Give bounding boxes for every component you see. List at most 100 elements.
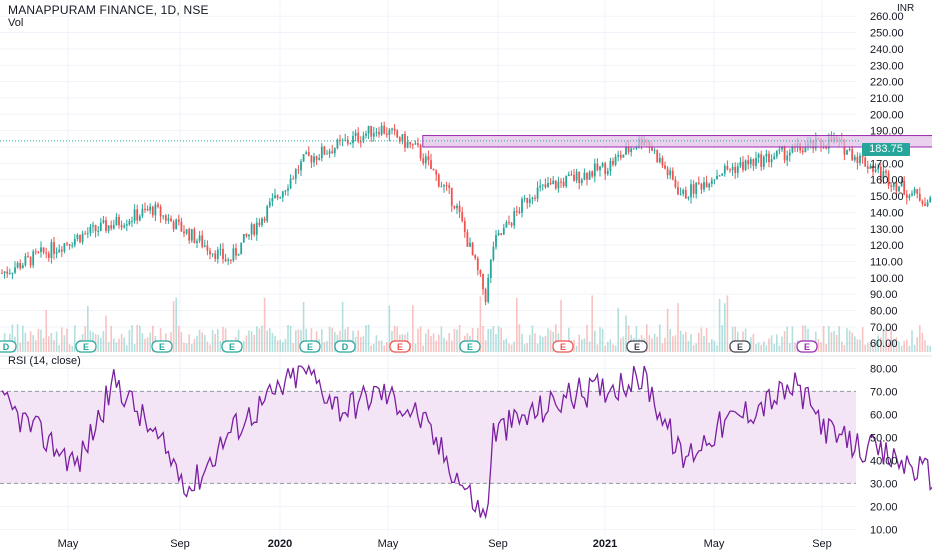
candle-body — [92, 225, 94, 227]
candle-body — [164, 215, 167, 221]
earnings-marker-label: E — [307, 342, 313, 352]
candle-body — [42, 247, 45, 253]
candle-body — [263, 218, 266, 221]
resistance-zone[interactable] — [422, 135, 932, 148]
candle-body — [323, 146, 326, 155]
volume-bar — [328, 326, 331, 352]
volume-bar — [625, 315, 627, 352]
volume-bar — [451, 340, 453, 352]
volume-bar — [659, 324, 661, 352]
volume-bar — [287, 325, 289, 352]
currency-label[interactable]: INR — [897, 3, 915, 14]
volume-bar — [830, 332, 833, 352]
price-axis[interactable]: 60.00 70.00 80.00 90.00 100.00 110.00 120.00 13… — [870, 11, 904, 350]
earnings-marker[interactable]: E — [75, 340, 97, 353]
candle-body — [705, 182, 708, 188]
candle-body — [352, 135, 354, 144]
volume-bar — [191, 344, 193, 352]
candle-body — [736, 166, 739, 173]
earnings-marker[interactable]: E — [221, 340, 243, 353]
candle-body — [853, 156, 856, 161]
candle-body — [661, 157, 664, 166]
candle-body — [874, 169, 877, 172]
candle-body — [115, 216, 118, 226]
volume-label[interactable]: Vol — [8, 17, 24, 29]
rsi-tick-label: 40.00 — [870, 455, 898, 467]
candle-body — [294, 169, 297, 179]
price-tick-label: 100.00 — [870, 273, 904, 285]
candle-body — [583, 172, 586, 180]
volume-bar — [859, 339, 861, 352]
volume-bar — [362, 336, 365, 352]
candle-body — [487, 277, 490, 302]
volume-bar — [513, 341, 515, 352]
volume-bar — [427, 329, 430, 352]
rsi-label[interactable]: RSI (14, close) — [8, 355, 81, 367]
volume-bar — [136, 324, 138, 352]
earnings-marker[interactable]: E — [151, 340, 173, 353]
volume-bar — [599, 327, 601, 352]
price-tick-label: 130.00 — [870, 224, 904, 236]
candle-body — [68, 244, 71, 246]
volume-bar — [432, 333, 435, 352]
volume-bar — [900, 345, 903, 352]
candle-body — [463, 220, 466, 233]
candle-body — [300, 161, 302, 171]
earnings-marker[interactable]: E — [626, 340, 648, 353]
candle-body — [866, 166, 869, 169]
volume-bar — [445, 340, 448, 352]
candle-body — [562, 181, 565, 187]
candle-body — [872, 166, 874, 172]
volume-bar — [302, 301, 305, 352]
candle-body — [697, 182, 700, 184]
volume-bar — [718, 298, 721, 352]
volume-bar — [549, 330, 552, 352]
volume-bar — [763, 341, 765, 352]
earnings-marker[interactable]: E — [552, 340, 574, 353]
candle-body — [292, 178, 295, 180]
volume-bar — [926, 345, 929, 352]
volume-bar — [794, 342, 796, 352]
candle-body — [911, 193, 913, 196]
candle-body — [45, 252, 48, 254]
volume-bar — [22, 325, 24, 352]
candle-body — [651, 146, 653, 151]
candle-body — [718, 175, 721, 177]
volume-bar — [24, 332, 27, 352]
earnings-marker[interactable]: D — [334, 340, 356, 353]
volume-bar — [503, 340, 505, 352]
candle-body — [859, 155, 861, 164]
candle-body — [110, 225, 113, 229]
symbol-title[interactable]: MANAPPURAM FINANCE, 1D, NSE — [8, 3, 209, 17]
earnings-marker[interactable]: E — [389, 340, 411, 353]
earnings-marker[interactable]: D — [0, 340, 17, 353]
candle-body — [380, 125, 383, 135]
candle-body — [198, 235, 201, 241]
candle-body — [307, 152, 310, 156]
volume-bar — [703, 336, 705, 352]
time-axis[interactable]: May Sep 2020 May Sep 2021 May Sep — [58, 538, 832, 550]
candle-body — [232, 248, 235, 261]
volume-bar — [505, 338, 508, 352]
earnings-marker[interactable]: E — [729, 340, 751, 353]
candle-body — [742, 161, 744, 170]
volume-bar — [193, 338, 196, 352]
volume-bar — [539, 335, 541, 352]
volume-bar — [495, 334, 497, 352]
candle-body — [209, 250, 211, 255]
volume-bar — [373, 343, 375, 352]
earnings-marker[interactable]: E — [459, 340, 481, 353]
rsi-axis[interactable]: 10.00 20.00 30.00 40.00 50.00 60.00 70.00 80.00 — [870, 363, 898, 536]
volume-bar — [646, 324, 648, 352]
volume-bar — [133, 344, 136, 352]
earnings-marker[interactable]: E — [796, 340, 818, 353]
volume-bar — [334, 331, 336, 352]
candle-body — [245, 234, 248, 237]
volume-bar — [825, 344, 827, 352]
volume-bar — [74, 325, 76, 352]
earnings-marker[interactable]: E — [299, 340, 321, 353]
volume-bar — [266, 330, 268, 352]
volume-bar — [378, 340, 380, 352]
